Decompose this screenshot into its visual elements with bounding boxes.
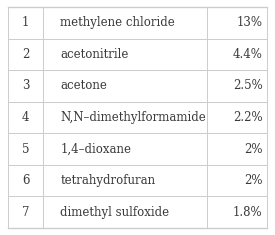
Text: 2.2%: 2.2% (233, 111, 263, 124)
Text: 4.4%: 4.4% (233, 48, 263, 61)
Text: acetonitrile: acetonitrile (60, 48, 129, 61)
Text: N,N–dimethylformamide: N,N–dimethylformamide (60, 111, 206, 124)
Text: 3: 3 (22, 79, 29, 92)
Text: 13%: 13% (236, 16, 263, 29)
Text: dimethyl sulfoxide: dimethyl sulfoxide (60, 206, 169, 219)
Text: 2.5%: 2.5% (233, 79, 263, 92)
Text: 2%: 2% (244, 143, 263, 156)
Text: 6: 6 (22, 174, 29, 187)
Text: 5: 5 (22, 143, 29, 156)
Text: acetone: acetone (60, 79, 107, 92)
Text: 2: 2 (22, 48, 29, 61)
Text: 2%: 2% (244, 174, 263, 187)
Text: 1: 1 (22, 16, 29, 29)
Text: 4: 4 (22, 111, 29, 124)
Text: 1.8%: 1.8% (233, 206, 263, 219)
Text: tetrahydrofuran: tetrahydrofuran (60, 174, 156, 187)
Text: methylene chloride: methylene chloride (60, 16, 175, 29)
Text: 7: 7 (22, 206, 29, 219)
Text: 1,4–dioxane: 1,4–dioxane (60, 143, 131, 156)
